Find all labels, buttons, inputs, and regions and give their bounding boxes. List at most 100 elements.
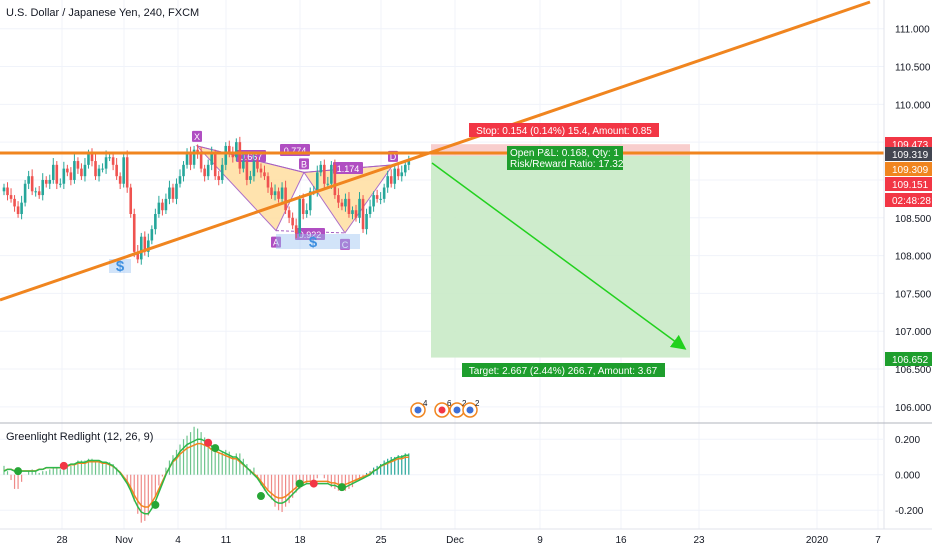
candle-body [97, 168, 101, 177]
price-tick-label: 107.000 [895, 327, 932, 338]
rising-trendline[interactable] [0, 0, 871, 302]
price-tag-p3 [885, 162, 932, 176]
pattern-edge-ac [275, 230, 346, 234]
price-tick-label: 110.000 [895, 100, 931, 111]
price-tick-label: 111.000 [895, 25, 930, 36]
price-tag-text: 109.473 [892, 140, 929, 151]
candle-body [59, 183, 62, 185]
pattern-ratio-label: 0.774 [284, 146, 307, 156]
candle-body [326, 183, 330, 185]
price-tag-text: 109.319 [892, 150, 929, 161]
candle-body [51, 164, 55, 180]
candle-body [55, 164, 59, 184]
indicator-tick-label: 0.000 [895, 471, 920, 482]
candle-body [224, 145, 228, 165]
candle-body [315, 172, 319, 192]
price-tag-text: 109.309 [892, 165, 929, 176]
stop-label: Stop: 0.154 (0.14%) 15.4, Amount: 0.85 [469, 123, 659, 137]
candle-body [6, 187, 9, 196]
time-axis[interactable]: 28 Nov 4 11 18 25 Dec 9 16 23 2020 7 [56, 535, 881, 546]
symbol-title[interactable]: U.S. Dollar / Japanese Yen, 240, FXCM [6, 7, 199, 19]
candle-body [37, 191, 41, 196]
pattern-point-label: C [342, 240, 349, 250]
candle-body [175, 183, 178, 199]
event-count: 6 [447, 399, 452, 408]
candle-body [182, 164, 185, 177]
candle-body [206, 164, 210, 177]
time-tick-label: 9 [537, 535, 543, 546]
open-pnl-label: Open P&L: 0.168, Qty: 1 Risk/Reward Rati… [507, 146, 624, 170]
candle-body [185, 153, 189, 165]
candle-body [231, 153, 235, 158]
candle-body [351, 210, 354, 214]
candle-body [358, 198, 361, 218]
indicator-tick-label: 0.200 [895, 435, 920, 446]
candle-body [323, 164, 326, 184]
pattern-ratio-label: 0.667 [240, 152, 263, 162]
candle-body [104, 157, 108, 169]
pattern-ratio-label: 1.174 [337, 164, 360, 174]
indicator-axis[interactable]: 0.200 0.000 -0.200 [895, 435, 924, 517]
pattern-point-label: A [273, 238, 279, 248]
candle-body [41, 179, 45, 196]
candle-body [27, 176, 30, 184]
event-flag-core [438, 406, 446, 414]
candle-body [203, 168, 206, 177]
candle-body [287, 210, 291, 218]
candle-body [210, 153, 213, 165]
candle-body [291, 217, 294, 226]
event-flag-core [414, 406, 422, 414]
candle-body [143, 236, 147, 252]
price-tag-countdown [885, 193, 932, 207]
pattern-ratio-box[interactable] [333, 162, 363, 174]
low-highlight-zone [109, 259, 131, 273]
candle-body [23, 183, 27, 203]
candle-body [48, 179, 52, 184]
price-tick-label: 107.500 [895, 289, 932, 300]
candle-body [118, 176, 122, 184]
pattern-point-c[interactable] [340, 238, 350, 250]
time-tick-label: 18 [294, 535, 306, 546]
candle-body [136, 251, 140, 260]
event-count: 4 [423, 399, 428, 408]
pattern-point-b[interactable] [299, 158, 309, 170]
pattern-point-x[interactable] [192, 130, 202, 142]
indicator-title[interactable]: Greenlight Redlight (12, 26, 9) [6, 431, 153, 443]
candle-body [386, 176, 389, 188]
time-tick-label: 23 [693, 535, 705, 546]
candle-body [13, 198, 16, 207]
event-count: 2 [462, 399, 467, 408]
dollar-marker-icon[interactable]: $ [116, 258, 125, 275]
candle-body [347, 198, 351, 214]
candle-body [62, 168, 66, 184]
price-tag-text: 109.151 [892, 180, 929, 191]
dollar-marker-icon[interactable]: $ [309, 234, 318, 251]
time-tick-label: 16 [615, 535, 627, 546]
indicator-signal-dot [211, 444, 220, 453]
indicator-signal-dot [151, 500, 160, 509]
candle-body [34, 191, 37, 193]
pattern-point-a[interactable] [271, 236, 281, 248]
price-tick-label: 106.000 [895, 403, 932, 414]
candle-body [83, 164, 87, 177]
candle-body [154, 214, 157, 230]
indicator-tick-label: -0.200 [895, 506, 924, 517]
candle-body [199, 153, 203, 169]
indicator-signal-dot [337, 483, 346, 492]
indicator-signal-dot [14, 467, 23, 476]
candle-body [2, 187, 6, 192]
candle-body [90, 153, 94, 162]
candle-body [132, 214, 136, 252]
event-flag-core [453, 406, 461, 414]
candle-body [340, 202, 344, 207]
pattern-ratio-label: 0.922 [299, 230, 322, 240]
candle-body [129, 187, 133, 214]
candle-body [192, 149, 196, 165]
candle-body [242, 161, 245, 169]
target-projection-arrow[interactable] [431, 162, 687, 350]
candle-body [407, 161, 411, 165]
pattern-ratio-box[interactable] [295, 228, 325, 240]
